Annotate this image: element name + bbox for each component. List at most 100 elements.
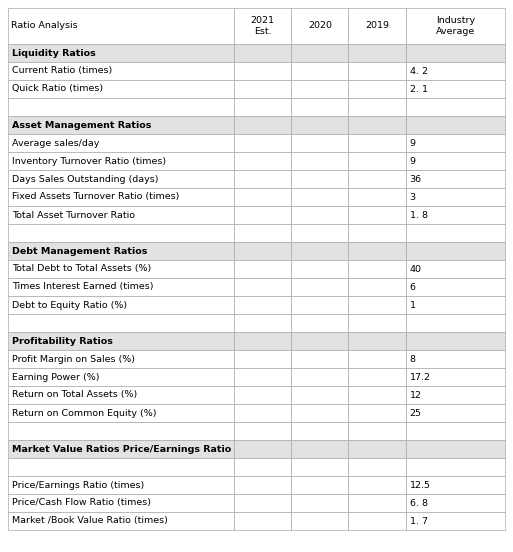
Bar <box>406 296 505 314</box>
Bar <box>406 386 505 404</box>
Bar <box>8 206 234 224</box>
Bar <box>348 278 406 296</box>
Bar <box>348 296 406 314</box>
Bar <box>291 206 348 224</box>
Bar <box>291 350 348 368</box>
Bar <box>348 494 406 512</box>
Bar <box>406 494 505 512</box>
Bar <box>291 422 348 440</box>
Bar <box>234 62 291 80</box>
Bar <box>8 278 234 296</box>
Bar <box>8 350 234 368</box>
Bar <box>291 332 348 350</box>
Bar <box>234 512 291 530</box>
Bar <box>291 134 348 152</box>
Bar <box>406 422 505 440</box>
Bar <box>406 332 505 350</box>
Bar <box>234 80 291 98</box>
Bar <box>8 134 234 152</box>
Bar <box>234 494 291 512</box>
Bar <box>234 134 291 152</box>
Bar <box>406 8 505 44</box>
Text: Profitability Ratios: Profitability Ratios <box>12 337 113 346</box>
Bar <box>406 62 505 80</box>
Bar <box>8 422 234 440</box>
Text: 2. 1: 2. 1 <box>409 84 428 93</box>
Bar <box>348 44 406 62</box>
Bar <box>234 152 291 170</box>
Bar <box>8 314 234 332</box>
Text: 12.5: 12.5 <box>409 480 430 490</box>
Bar <box>348 440 406 458</box>
Text: Total Asset Turnover Ratio: Total Asset Turnover Ratio <box>12 210 135 220</box>
Bar <box>406 188 505 206</box>
Bar <box>8 440 234 458</box>
Text: 12: 12 <box>409 390 422 400</box>
Bar <box>291 494 348 512</box>
Bar <box>234 242 291 260</box>
Text: Fixed Assets Turnover Ratio (times): Fixed Assets Turnover Ratio (times) <box>12 193 180 201</box>
Bar <box>291 152 348 170</box>
Text: Return on Common Equity (%): Return on Common Equity (%) <box>12 408 156 417</box>
Text: Total Debt to Total Assets (%): Total Debt to Total Assets (%) <box>12 264 151 273</box>
Text: Ratio Analysis: Ratio Analysis <box>11 22 77 30</box>
Bar <box>406 98 505 116</box>
Bar <box>406 278 505 296</box>
Bar <box>348 188 406 206</box>
Text: 2021
Est.: 2021 Est. <box>251 17 275 36</box>
Text: 1. 7: 1. 7 <box>409 517 428 526</box>
Bar <box>291 242 348 260</box>
Bar <box>291 512 348 530</box>
Text: Times Interest Earned (times): Times Interest Earned (times) <box>12 283 153 291</box>
Bar <box>8 458 234 476</box>
Bar <box>348 152 406 170</box>
Text: 2019: 2019 <box>365 22 389 30</box>
Bar <box>8 512 234 530</box>
Bar <box>291 440 348 458</box>
Text: 1. 8: 1. 8 <box>409 210 428 220</box>
Bar <box>234 332 291 350</box>
Bar <box>348 386 406 404</box>
Text: Asset Management Ratios: Asset Management Ratios <box>12 120 151 130</box>
Text: 9: 9 <box>409 157 416 166</box>
Text: Price/Cash Flow Ratio (times): Price/Cash Flow Ratio (times) <box>12 498 151 507</box>
Text: Debt to Equity Ratio (%): Debt to Equity Ratio (%) <box>12 300 127 310</box>
Bar <box>406 350 505 368</box>
Bar <box>234 170 291 188</box>
Text: 3: 3 <box>409 193 416 201</box>
Text: Quick Ratio (times): Quick Ratio (times) <box>12 84 103 93</box>
Bar <box>348 404 406 422</box>
Bar <box>234 386 291 404</box>
Bar <box>8 332 234 350</box>
Bar <box>234 368 291 386</box>
Bar <box>348 62 406 80</box>
Bar <box>348 314 406 332</box>
Bar <box>291 368 348 386</box>
Bar <box>348 350 406 368</box>
Bar <box>406 170 505 188</box>
Bar <box>234 8 291 44</box>
Bar <box>348 458 406 476</box>
Bar <box>291 62 348 80</box>
Text: 6: 6 <box>409 283 416 291</box>
Text: Average sales/day: Average sales/day <box>12 139 100 147</box>
Bar <box>291 98 348 116</box>
Bar <box>291 116 348 134</box>
Bar <box>8 404 234 422</box>
Bar <box>406 260 505 278</box>
Bar <box>234 422 291 440</box>
Bar <box>8 224 234 242</box>
Text: Liquidity Ratios: Liquidity Ratios <box>12 49 96 57</box>
Bar <box>8 152 234 170</box>
Bar <box>234 296 291 314</box>
Text: Industry
Average: Industry Average <box>436 17 475 36</box>
Bar <box>406 116 505 134</box>
Text: 8: 8 <box>409 354 416 364</box>
Bar <box>406 242 505 260</box>
Text: 1: 1 <box>409 300 416 310</box>
Bar <box>291 170 348 188</box>
Bar <box>234 44 291 62</box>
Text: Current Ratio (times): Current Ratio (times) <box>12 66 112 76</box>
Bar <box>8 98 234 116</box>
Bar <box>406 404 505 422</box>
